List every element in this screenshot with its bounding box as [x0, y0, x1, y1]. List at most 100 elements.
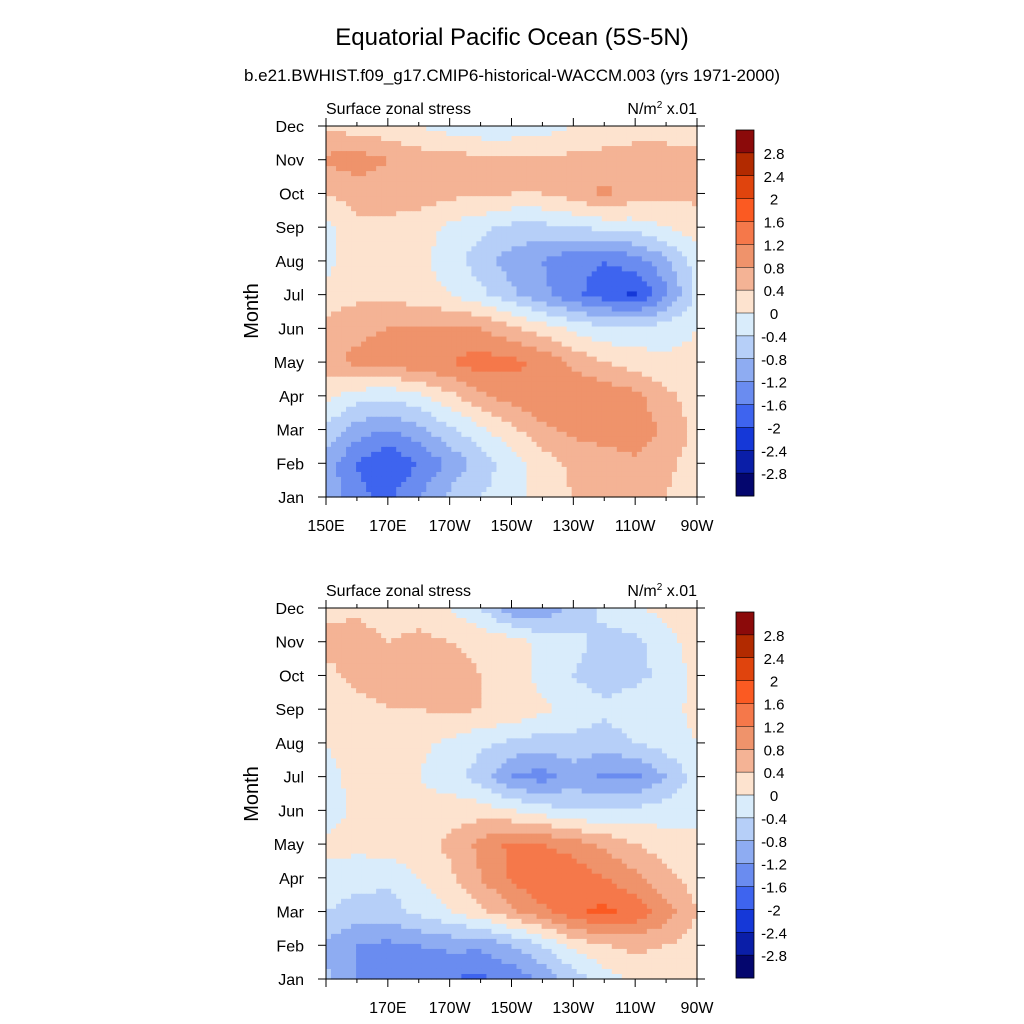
contour-cell: [511, 261, 518, 267]
contour-cell: [371, 371, 377, 378]
contour-cell: [491, 266, 498, 272]
contour-cell: [351, 136, 357, 142]
contour-cell: [611, 226, 618, 232]
contour-cell: [616, 221, 623, 227]
contour-cell: [391, 216, 397, 222]
contour-cell: [601, 201, 608, 207]
contour-cell: [461, 176, 467, 182]
contour-cell: [481, 356, 488, 363]
contour-cell: [526, 201, 533, 207]
contour-cell: [581, 131, 588, 137]
contour-cell: [636, 201, 643, 207]
contour-cell: [486, 241, 493, 247]
contour-cell: [671, 166, 678, 172]
contour-cell: [511, 156, 518, 162]
contour-cell: [341, 146, 347, 152]
contour-cell: [546, 266, 553, 272]
contour-cell: [346, 181, 352, 187]
contour-cell: [646, 451, 653, 458]
contour-cell: [611, 221, 618, 227]
contour-cell: [486, 346, 493, 353]
contour-cell: [651, 141, 658, 147]
contour-cell: [571, 441, 578, 448]
contour-cell: [611, 296, 618, 303]
contour-cell: [621, 341, 628, 348]
contour-cell: [546, 401, 553, 408]
contour-cell: [676, 226, 683, 232]
contour-cell: [336, 321, 342, 328]
contour-cell: [326, 416, 332, 423]
contour-cell: [671, 416, 678, 423]
contour-cell: [361, 186, 367, 192]
contour-cell: [346, 421, 352, 428]
contour-cell: [681, 161, 688, 167]
contour-cell: [526, 356, 533, 363]
contour-cell: [621, 186, 628, 192]
contour-cell: [361, 216, 367, 222]
contour-cell: [391, 231, 397, 237]
contour-cell: [406, 171, 412, 177]
contour-cell: [426, 241, 432, 247]
contour-cell: [396, 131, 402, 137]
contour-cell: [551, 286, 558, 293]
contour-cell: [336, 431, 342, 438]
contour-cell: [391, 246, 397, 252]
contour-cell: [336, 191, 342, 197]
contour-cell: [376, 341, 382, 348]
contour-cell: [676, 261, 683, 267]
contour-cell: [356, 221, 362, 227]
contour-cell: [601, 376, 608, 383]
contour-cell: [421, 386, 427, 393]
contour-cell: [491, 281, 498, 288]
contour-cell: [436, 356, 442, 363]
contour-cell: [516, 246, 523, 252]
contour-cell: [426, 346, 432, 353]
contour-cell: [621, 191, 628, 197]
contour-cell: [421, 256, 427, 262]
contour-cell: [531, 181, 538, 187]
contour-cell: [656, 241, 663, 247]
contour-cell: [596, 136, 603, 142]
contour-cell: [561, 441, 568, 448]
contour-cell: [486, 316, 493, 323]
contour-cell: [531, 311, 538, 318]
contour-cell: [691, 396, 698, 403]
contour-cell: [611, 156, 618, 162]
contour-cell: [531, 206, 538, 212]
contour-cell: [491, 391, 498, 398]
contour-cell: [511, 201, 518, 207]
contour-cell: [456, 321, 462, 328]
contour-cell: [356, 461, 362, 468]
contour-cell: [591, 251, 598, 257]
contour-cell: [561, 191, 568, 197]
contour-cell: [401, 366, 407, 373]
contour-cell: [576, 376, 583, 383]
contour-cell: [386, 281, 392, 288]
contour-cell: [631, 251, 638, 257]
contour-cell: [426, 341, 432, 348]
contour-cell: [426, 381, 432, 388]
contour-cell: [636, 336, 643, 343]
contour-cell: [416, 236, 422, 242]
contour-cell: [661, 166, 668, 172]
contour-cell: [371, 301, 377, 308]
contour-cell: [521, 271, 528, 277]
contour-cell: [476, 151, 483, 157]
contour-cell: [656, 421, 663, 428]
contour-cell: [476, 316, 483, 323]
contour-cell: [431, 211, 437, 217]
contour-cell: [386, 376, 392, 383]
contour-cell: [576, 231, 583, 237]
contour-cell: [581, 201, 588, 207]
contour-cell: [401, 266, 407, 272]
contour-cell: [601, 441, 608, 448]
contour-cell: [391, 291, 397, 298]
contour-cell: [686, 321, 693, 328]
contour-cell: [671, 321, 678, 328]
contour-cell: [326, 171, 332, 177]
contour-cell: [401, 191, 407, 197]
contour-cell: [496, 246, 503, 252]
contour-cell: [456, 251, 462, 257]
contour-cell: [401, 141, 407, 147]
contour-cell: [636, 191, 643, 197]
